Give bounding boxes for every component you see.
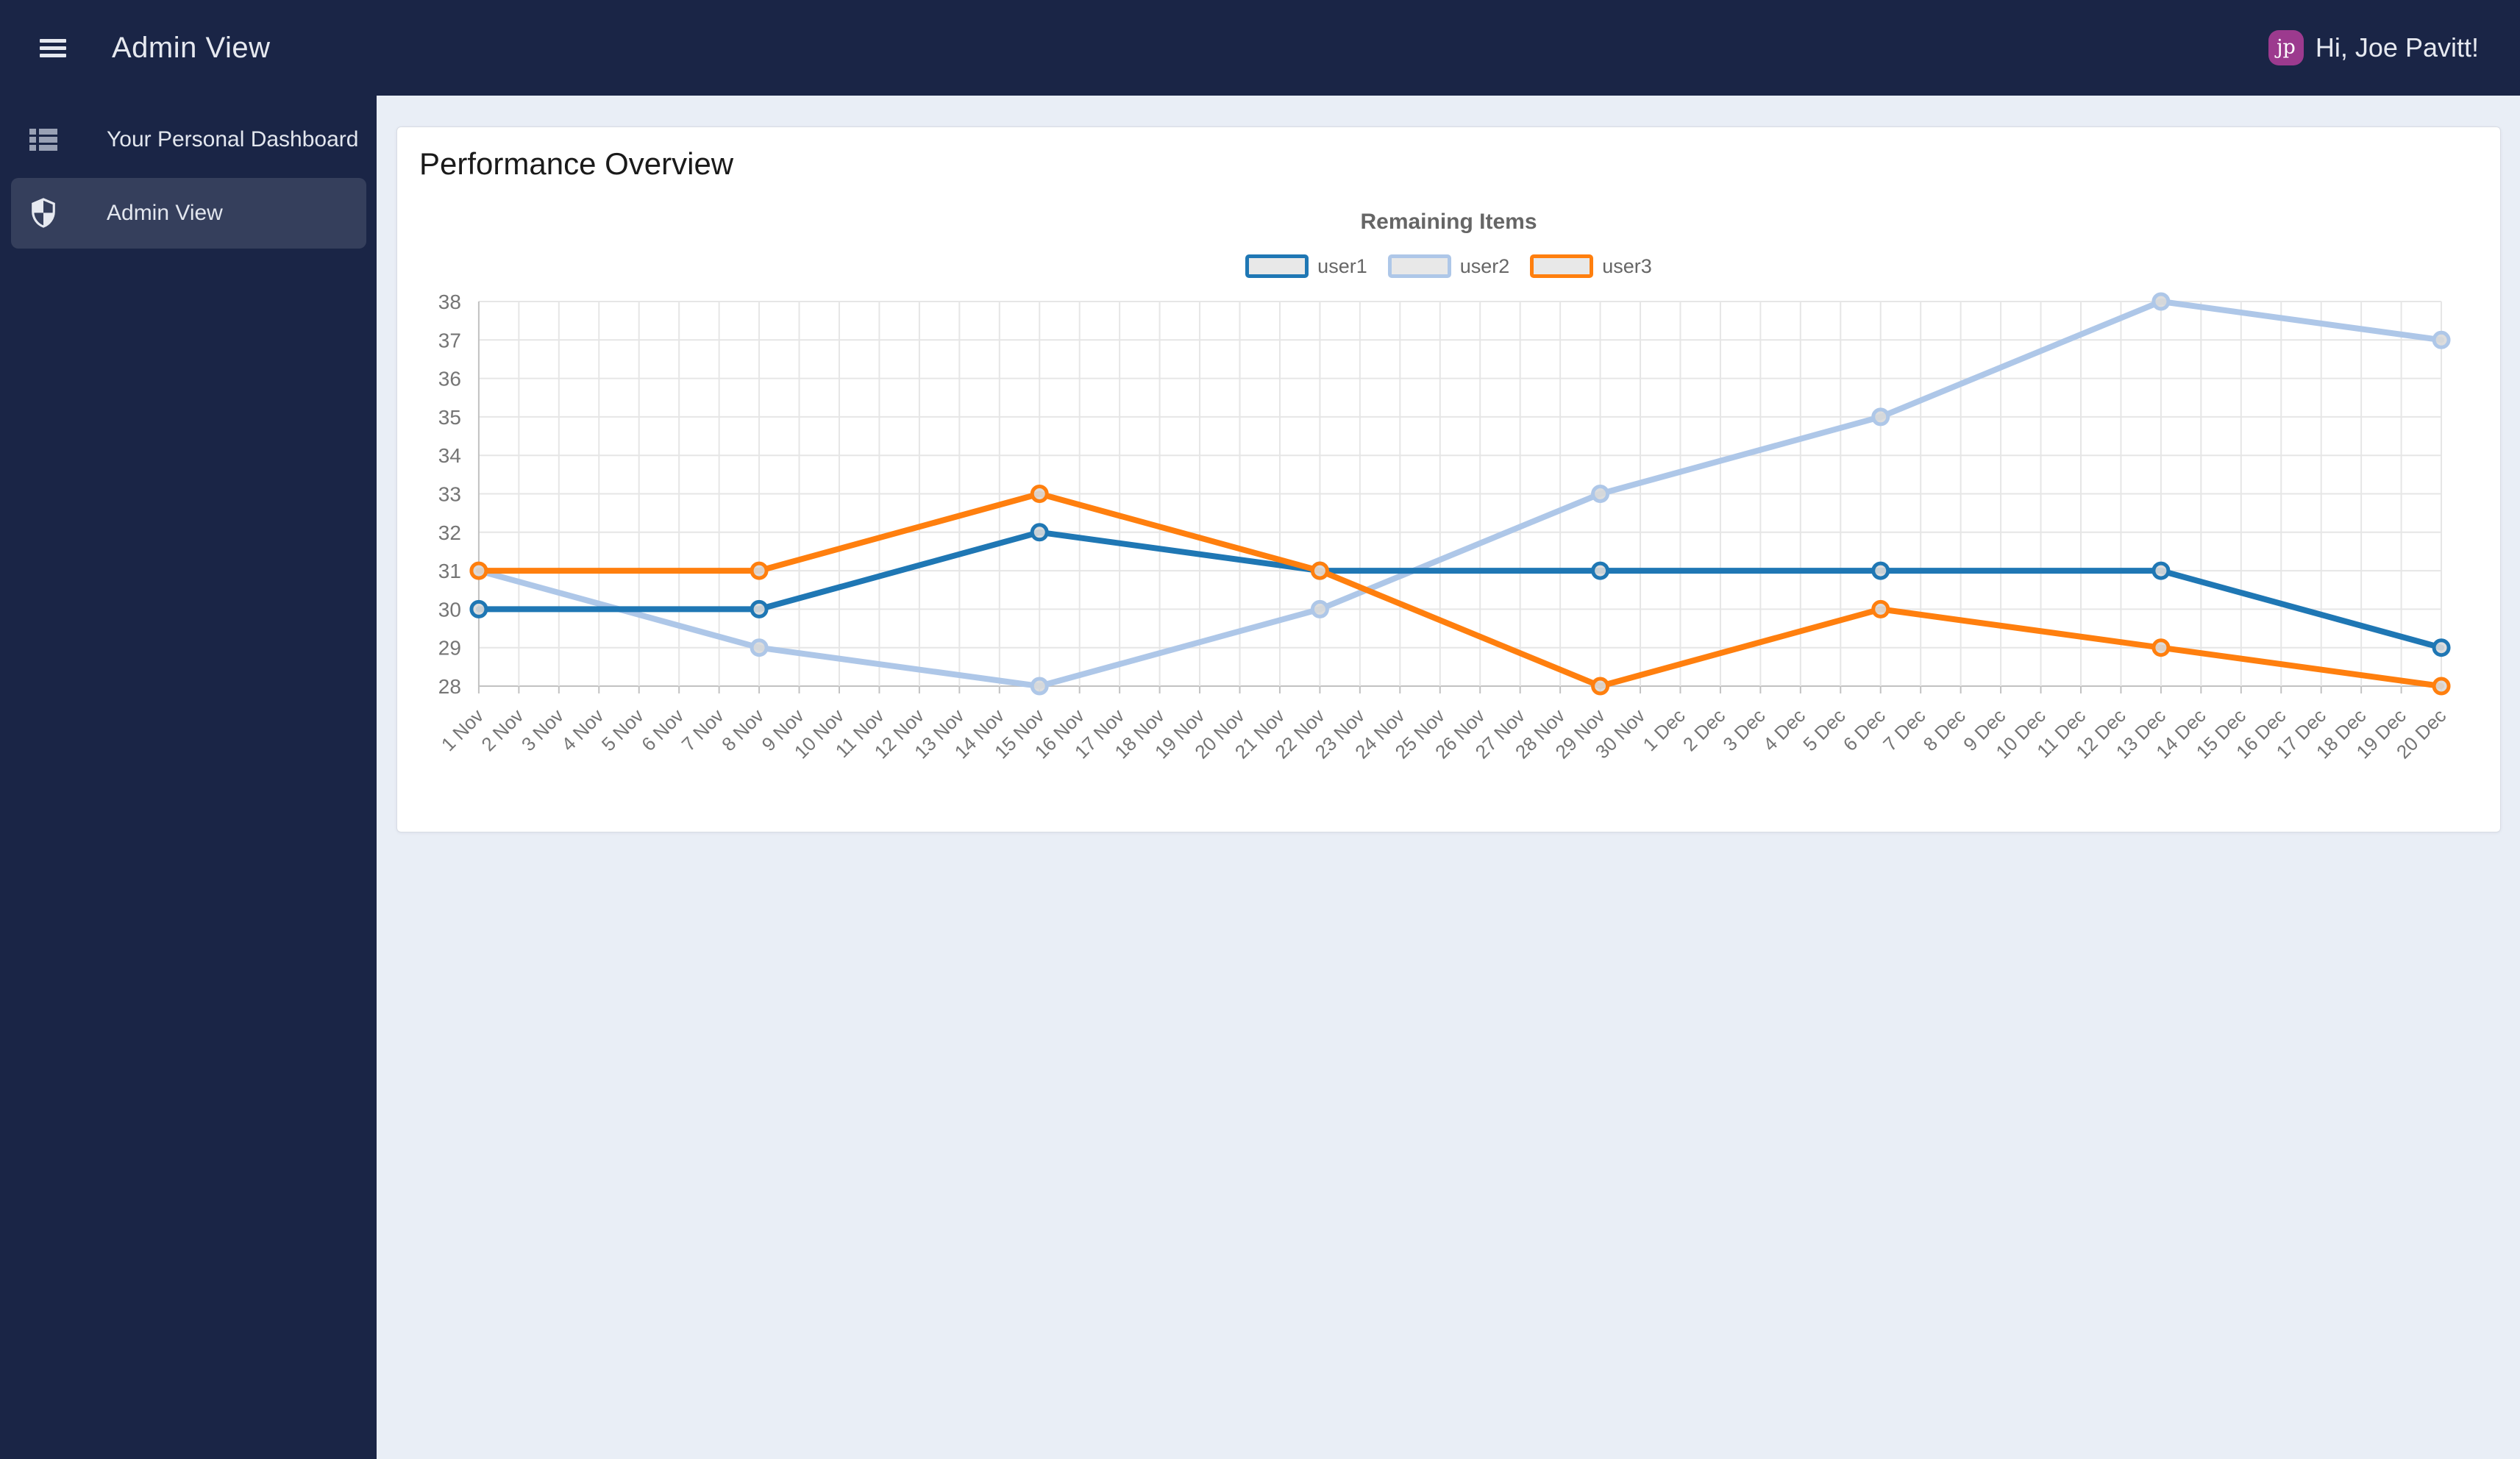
svg-text:34: 34 bbox=[438, 444, 461, 467]
svg-text:30: 30 bbox=[438, 599, 461, 621]
sidebar-item-personal-dashboard[interactable]: Your Personal Dashboard bbox=[11, 104, 366, 175]
user-chip[interactable]: jp Hi, Joe Pavitt! bbox=[2268, 30, 2479, 65]
svg-text:3 Dec: 3 Dec bbox=[1718, 704, 1769, 755]
legend-swatch-user3 bbox=[1530, 254, 1594, 279]
svg-text:35: 35 bbox=[438, 406, 461, 429]
svg-text:7 Dec: 7 Dec bbox=[1879, 704, 1929, 755]
legend-label-user3: user3 bbox=[1602, 254, 1652, 277]
svg-text:2 Nov: 2 Nov bbox=[477, 704, 527, 755]
svg-text:29: 29 bbox=[438, 637, 461, 660]
sidebar-item-label: Your Personal Dashboard bbox=[107, 127, 359, 151]
svg-text:32: 32 bbox=[438, 521, 461, 544]
top-bar: Admin View jp Hi, Joe Pavitt! bbox=[0, 0, 2520, 96]
svg-text:5 Dec: 5 Dec bbox=[1798, 704, 1849, 755]
sidebar-nav: Your Personal Dashboard bbox=[0, 104, 377, 249]
legend-item-user2[interactable]: user2 bbox=[1387, 254, 1510, 279]
svg-text:37: 37 bbox=[438, 329, 461, 352]
legend-swatch-user1 bbox=[1245, 254, 1309, 279]
svg-text:8 Nov: 8 Nov bbox=[717, 704, 768, 755]
app-title: Admin View bbox=[112, 31, 271, 64]
legend-label-user1: user1 bbox=[1317, 254, 1367, 277]
svg-text:33: 33 bbox=[438, 483, 461, 506]
svg-text:1 Dec: 1 Dec bbox=[1639, 704, 1690, 755]
sidebar: Your Personal Dashboard bbox=[0, 96, 377, 1459]
menu-button[interactable] bbox=[38, 35, 68, 62]
svg-text:4 Dec: 4 Dec bbox=[1759, 704, 1809, 755]
legend-item-user3[interactable]: user3 bbox=[1530, 254, 1652, 279]
sidebar-item-label: Admin View bbox=[107, 201, 223, 225]
svg-text:36: 36 bbox=[438, 368, 461, 390]
chart-legend: user1 user2 user3 bbox=[397, 254, 2500, 279]
chart-plot-area: 28 29 30 31 32 33 34 35 36 37 38 1 Nov 2 Nov 3 Nov 4 N… bbox=[397, 285, 2500, 803]
svg-text:4 Nov: 4 Nov bbox=[557, 704, 608, 755]
legend-label-user2: user2 bbox=[1459, 254, 1510, 277]
greeting-text: Hi, Joe Pavitt! bbox=[2315, 32, 2479, 63]
performance-card: Performance Overview Remaining Items use… bbox=[396, 126, 2501, 832]
svg-text:2 Dec: 2 Dec bbox=[1679, 704, 1729, 755]
svg-text:1 Nov: 1 Nov bbox=[437, 704, 488, 755]
svg-text:5 Nov: 5 Nov bbox=[597, 704, 648, 755]
svg-text:38: 38 bbox=[438, 290, 461, 313]
svg-text:7 Nov: 7 Nov bbox=[677, 704, 728, 755]
legend-swatch-user2 bbox=[1387, 254, 1451, 279]
svg-text:6 Dec: 6 Dec bbox=[1839, 704, 1890, 755]
svg-text:6 Nov: 6 Nov bbox=[637, 704, 688, 755]
svg-text:28: 28 bbox=[438, 675, 461, 698]
card-title: Performance Overview bbox=[419, 146, 734, 181]
avatar: jp bbox=[2268, 30, 2304, 65]
shield-icon bbox=[29, 198, 58, 228]
chart-title: Remaining Items bbox=[1360, 210, 1537, 235]
svg-text:31: 31 bbox=[438, 560, 461, 582]
svg-text:8 Dec: 8 Dec bbox=[1919, 704, 1970, 755]
legend-item-user1[interactable]: user1 bbox=[1245, 254, 1367, 279]
content: Performance Overview Remaining Items use… bbox=[377, 96, 2520, 1459]
remaining-items-chart[interactable]: Remaining Items user1 user2 user3 bbox=[397, 210, 2500, 803]
sidebar-item-admin-view[interactable]: Admin View bbox=[11, 178, 366, 249]
hamburger-icon bbox=[40, 38, 66, 43]
svg-text:3 Nov: 3 Nov bbox=[517, 704, 568, 755]
dashboard-list-icon bbox=[29, 125, 58, 154]
